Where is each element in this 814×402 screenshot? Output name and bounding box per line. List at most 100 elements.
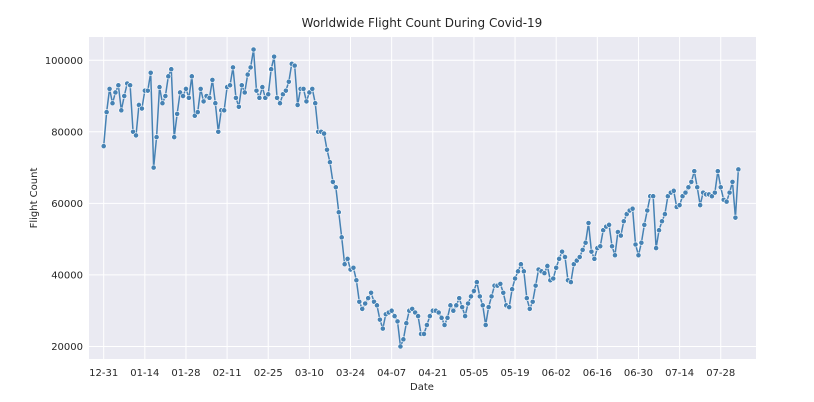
data-point: [150, 164, 157, 171]
data-point: [518, 261, 524, 268]
data-point: [362, 300, 369, 307]
data-point: [714, 168, 721, 175]
data-point: [512, 275, 518, 282]
data-point: [241, 89, 248, 96]
data-point: [403, 320, 410, 327]
data-point: [588, 248, 595, 255]
data-point: [291, 62, 298, 69]
data-point: [127, 82, 134, 89]
data-point: [447, 302, 454, 309]
data-point: [350, 264, 357, 271]
data-point: [597, 243, 604, 250]
data-point: [468, 293, 474, 300]
data-point: [497, 280, 504, 287]
data-point: [335, 209, 342, 216]
data-point: [632, 241, 639, 248]
data-point: [450, 307, 457, 314]
data-point: [711, 189, 718, 196]
data-point: [532, 282, 539, 289]
data-point: [341, 261, 348, 268]
data-point: [194, 109, 201, 116]
data-point: [312, 100, 319, 107]
data-point: [359, 306, 366, 312]
y-axis-ticks: 20000 40000 60000 80000 100000: [45, 56, 83, 353]
data-point: [726, 189, 733, 196]
data-point: [482, 322, 489, 328]
data-point: [388, 307, 395, 314]
data-point: [459, 304, 466, 311]
data-point: [274, 94, 280, 101]
data-point: [374, 302, 380, 309]
x-axis-title: Date: [410, 382, 434, 393]
data-point: [244, 71, 251, 78]
data-point: [476, 293, 483, 300]
data-point: [271, 53, 278, 60]
data-point: [376, 316, 383, 323]
data-point: [227, 82, 233, 89]
data-point: [303, 98, 310, 105]
data-point: [617, 232, 624, 239]
data-point: [685, 184, 692, 191]
data-point: [441, 322, 448, 328]
x-tick-label: 03-10: [295, 368, 324, 379]
data-point: [365, 295, 372, 302]
data-point: [638, 239, 645, 246]
data-point: [185, 94, 192, 101]
data-point: [265, 91, 272, 98]
data-point: [356, 298, 363, 305]
y-tick-label: 80000: [51, 127, 83, 138]
y-tick-label: 100000: [45, 56, 83, 67]
data-point: [606, 221, 612, 228]
data-point: [338, 234, 345, 241]
x-tick-label: 12-31: [89, 368, 118, 379]
data-point: [479, 302, 486, 309]
data-point: [653, 245, 659, 251]
x-tick-label: 03-24: [336, 368, 365, 379]
data-point: [329, 178, 336, 185]
data-point: [282, 87, 289, 94]
data-point: [103, 109, 110, 116]
x-axis-ticks: 12-31 01-14 01-28 02-11 02-25 03-10 03-24 04-07…: [89, 368, 735, 379]
data-point: [206, 94, 213, 101]
x-tick-label: 01-28: [171, 368, 200, 379]
data-point: [444, 314, 451, 321]
data-point: [215, 128, 222, 135]
data-point: [729, 178, 736, 185]
data-point: [321, 130, 327, 137]
data-point: [221, 107, 228, 114]
data-point: [162, 93, 169, 99]
data-point: [509, 286, 516, 293]
data-point: [100, 143, 107, 150]
data-point: [379, 325, 386, 332]
data-point: [300, 85, 307, 92]
data-point: [165, 73, 172, 80]
data-point: [676, 202, 683, 209]
data-point: [180, 93, 186, 99]
x-tick-label: 07-14: [665, 368, 694, 379]
data-point: [397, 343, 404, 350]
plot-background: [89, 37, 756, 359]
data-point: [147, 69, 154, 76]
data-point: [662, 211, 668, 217]
x-tick-label: 04-21: [418, 368, 447, 379]
data-point: [391, 313, 398, 319]
data-point: [438, 314, 445, 321]
data-point: [247, 64, 254, 71]
x-tick-label: 06-02: [542, 368, 571, 379]
data-point: [115, 82, 122, 89]
data-point: [277, 100, 283, 107]
data-point: [650, 193, 657, 200]
data-point: [471, 288, 477, 294]
x-tick-label: 02-11: [213, 368, 242, 379]
data-points: [100, 46, 742, 350]
y-tick-label: 60000: [51, 199, 83, 210]
data-point: [233, 94, 239, 101]
x-tick-label: 05-19: [501, 368, 530, 379]
data-point: [567, 279, 574, 285]
data-point: [394, 318, 401, 325]
x-tick-label: 02-25: [254, 368, 283, 379]
data-point: [109, 100, 116, 107]
data-point: [612, 252, 618, 259]
data-point: [188, 73, 195, 80]
data-point: [579, 246, 586, 253]
